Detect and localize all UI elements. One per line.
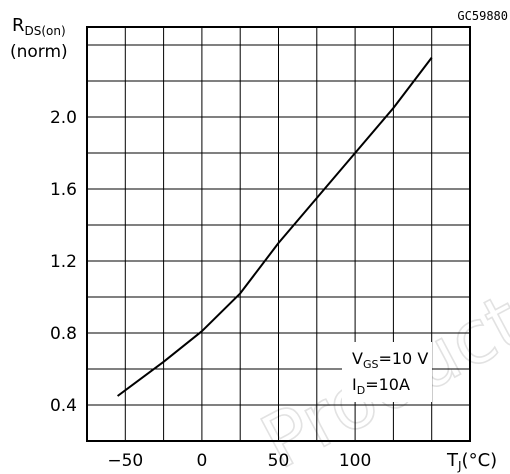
x-tick-label: 100 — [339, 451, 371, 471]
annotation-vgs: VGS=10 V — [352, 349, 428, 371]
y-axis-subscript: DS(on) — [25, 24, 66, 38]
figure-code: GC59880 — [457, 9, 508, 23]
annotation-vgs-subscript: GS — [363, 358, 379, 371]
y-axis-unit: (norm) — [10, 42, 68, 62]
y-tick-label: 0.4 — [50, 396, 77, 416]
annotation-id-symbol: I — [352, 375, 357, 394]
y-tick-labels: 0.4 0.8 1.2 1.6 2.0 — [50, 108, 77, 416]
series-layer — [117, 56, 433, 397]
x-tick-label: −50 — [107, 451, 143, 471]
y-axis-label: RDS(on) — [12, 15, 66, 38]
y-tick-label: 2.0 — [50, 108, 77, 128]
annotation-box: VGS=10 V ID=10A — [342, 342, 432, 402]
x-axis-symbol: T — [446, 450, 459, 471]
x-tick-label: 0 — [196, 451, 207, 471]
plot-frame — [86, 26, 471, 442]
annotation-vgs-symbol: V — [352, 349, 363, 368]
y-tick-label: 1.2 — [50, 252, 77, 272]
x-tick-label: 50 — [268, 451, 290, 471]
annotation-id-value: =10A — [365, 375, 410, 394]
series-line — [117, 56, 433, 397]
annotation-id: ID=10A — [352, 375, 410, 397]
y-axis-symbol: R — [12, 15, 25, 36]
annotation-vgs-value: =10 V — [378, 349, 428, 368]
y-tick-label: 1.6 — [50, 180, 77, 200]
x-axis-unit: (°C) — [462, 450, 498, 471]
x-axis-label: TJ(°C) — [446, 450, 497, 473]
y-tick-label: 0.8 — [50, 324, 77, 344]
x-axis-subscript: J — [457, 459, 462, 473]
annotation-id-subscript: D — [357, 384, 365, 397]
x-tick-labels: −50 0 50 100 — [107, 451, 371, 471]
